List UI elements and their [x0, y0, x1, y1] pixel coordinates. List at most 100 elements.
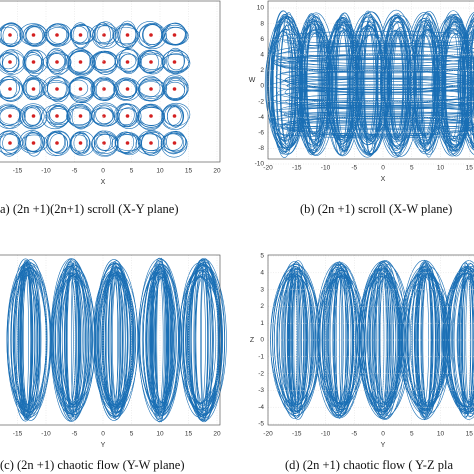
- y-tick-label: 0: [260, 83, 264, 90]
- trajectory: [22, 25, 45, 45]
- trajectory: [275, 121, 474, 130]
- trajectory: [102, 263, 131, 417]
- trajectory: [113, 23, 139, 48]
- trajectory: [92, 269, 136, 411]
- trajectory: [167, 51, 186, 71]
- equilibrium-point: [172, 33, 177, 37]
- plot-frame: [267, 254, 474, 426]
- trajectory: [458, 263, 474, 417]
- trajectory: [273, 42, 474, 64]
- equilibrium-point: [125, 141, 130, 145]
- trajectory: [322, 263, 353, 417]
- trajectory: [13, 262, 39, 418]
- equilibrium-point: [149, 87, 153, 91]
- trajectory: [91, 77, 116, 101]
- equilibrium-point: [149, 60, 153, 64]
- trajectory: [276, 31, 292, 143]
- plot-frame: [0, 0, 221, 163]
- trajectory: [21, 132, 43, 152]
- trajectory: [407, 24, 444, 142]
- trajectory: [163, 133, 183, 151]
- equilibrium-point: [78, 60, 83, 64]
- trajectory: [466, 23, 474, 148]
- equilibrium-point: [55, 87, 59, 91]
- trajectory: [160, 104, 189, 130]
- equilibrium-point: [8, 114, 12, 118]
- x-tick-label: 10: [437, 165, 445, 172]
- trajectory: [113, 103, 140, 128]
- trajectory: [23, 49, 44, 73]
- trajectory: [164, 105, 182, 126]
- trajectory: [284, 70, 474, 91]
- trajectory: [20, 262, 35, 418]
- trajectory: [69, 79, 89, 97]
- trajectory: [17, 268, 36, 412]
- trajectory: [279, 75, 474, 90]
- trajectory: [301, 21, 327, 142]
- equilibrium-point: [172, 141, 177, 145]
- trajectory: [266, 21, 303, 141]
- trajectory: [94, 265, 134, 415]
- x-tick-label: -10: [41, 168, 51, 175]
- trajectory: [287, 272, 301, 408]
- trajectory: [162, 53, 191, 73]
- y-tick-label: 10: [257, 5, 265, 12]
- trajectory: [95, 263, 133, 417]
- trajectory: [47, 132, 66, 153]
- trajectory: [24, 52, 42, 72]
- trajectory: [139, 51, 159, 74]
- trajectory: [273, 55, 474, 67]
- equilibrium-point: [102, 114, 106, 118]
- caption: a) (2n +1)(2n+1) scroll (X-Y plane): [0, 202, 179, 216]
- trajectory: [94, 22, 111, 48]
- trajectory: [118, 107, 138, 127]
- trajectory: [0, 76, 18, 100]
- trajectory: [19, 105, 48, 129]
- trajectory: [66, 263, 80, 417]
- trajectory: [162, 104, 184, 129]
- y-axis-label: Z: [250, 337, 255, 344]
- trajectory: [97, 270, 135, 410]
- trajectory: [470, 27, 474, 142]
- equilibrium-point: [8, 33, 12, 37]
- equilibrium-point: [31, 141, 36, 145]
- x-tick-label: 0: [101, 168, 105, 175]
- trajectory: [137, 130, 166, 154]
- equilibrium-point: [8, 141, 12, 145]
- x-tick-label: -5: [72, 168, 78, 175]
- trajectory: [402, 275, 446, 405]
- trajectory: [139, 53, 164, 72]
- trajectory: [162, 132, 187, 152]
- trajectory: [114, 77, 138, 98]
- trajectory: [70, 132, 87, 155]
- trajectory: [461, 274, 474, 406]
- trajectory: [101, 274, 133, 406]
- trajectory: [166, 130, 186, 153]
- trajectory: [22, 107, 41, 127]
- trajectory: [471, 24, 474, 144]
- trajectory: [289, 99, 471, 110]
- x-tick-label: 0: [381, 165, 385, 172]
- trajectory: [69, 106, 92, 129]
- trajectory: [190, 259, 219, 421]
- trajectory: [18, 272, 33, 408]
- equilibrium-point: [78, 141, 83, 145]
- trajectory: [283, 34, 474, 48]
- trajectories: [0, 9, 474, 423]
- trajectory: [0, 79, 24, 102]
- x-tick-label: -20: [263, 431, 273, 438]
- trajectory: [0, 52, 18, 70]
- x-tick-label: 10: [156, 431, 164, 438]
- trajectory: [191, 258, 214, 422]
- trajectory: [415, 263, 440, 417]
- trajectory: [274, 98, 474, 107]
- trajectory: [272, 53, 474, 72]
- trajectory: [285, 93, 474, 110]
- trajectory: [274, 111, 474, 125]
- trajectory: [69, 26, 89, 44]
- caption: (d) (2n +1) chaotic flow ( Y-Z pla: [285, 458, 453, 472]
- trajectory: [95, 51, 116, 75]
- trajectory: [65, 261, 78, 419]
- trajectory: [2, 25, 21, 47]
- trajectory: [284, 115, 474, 135]
